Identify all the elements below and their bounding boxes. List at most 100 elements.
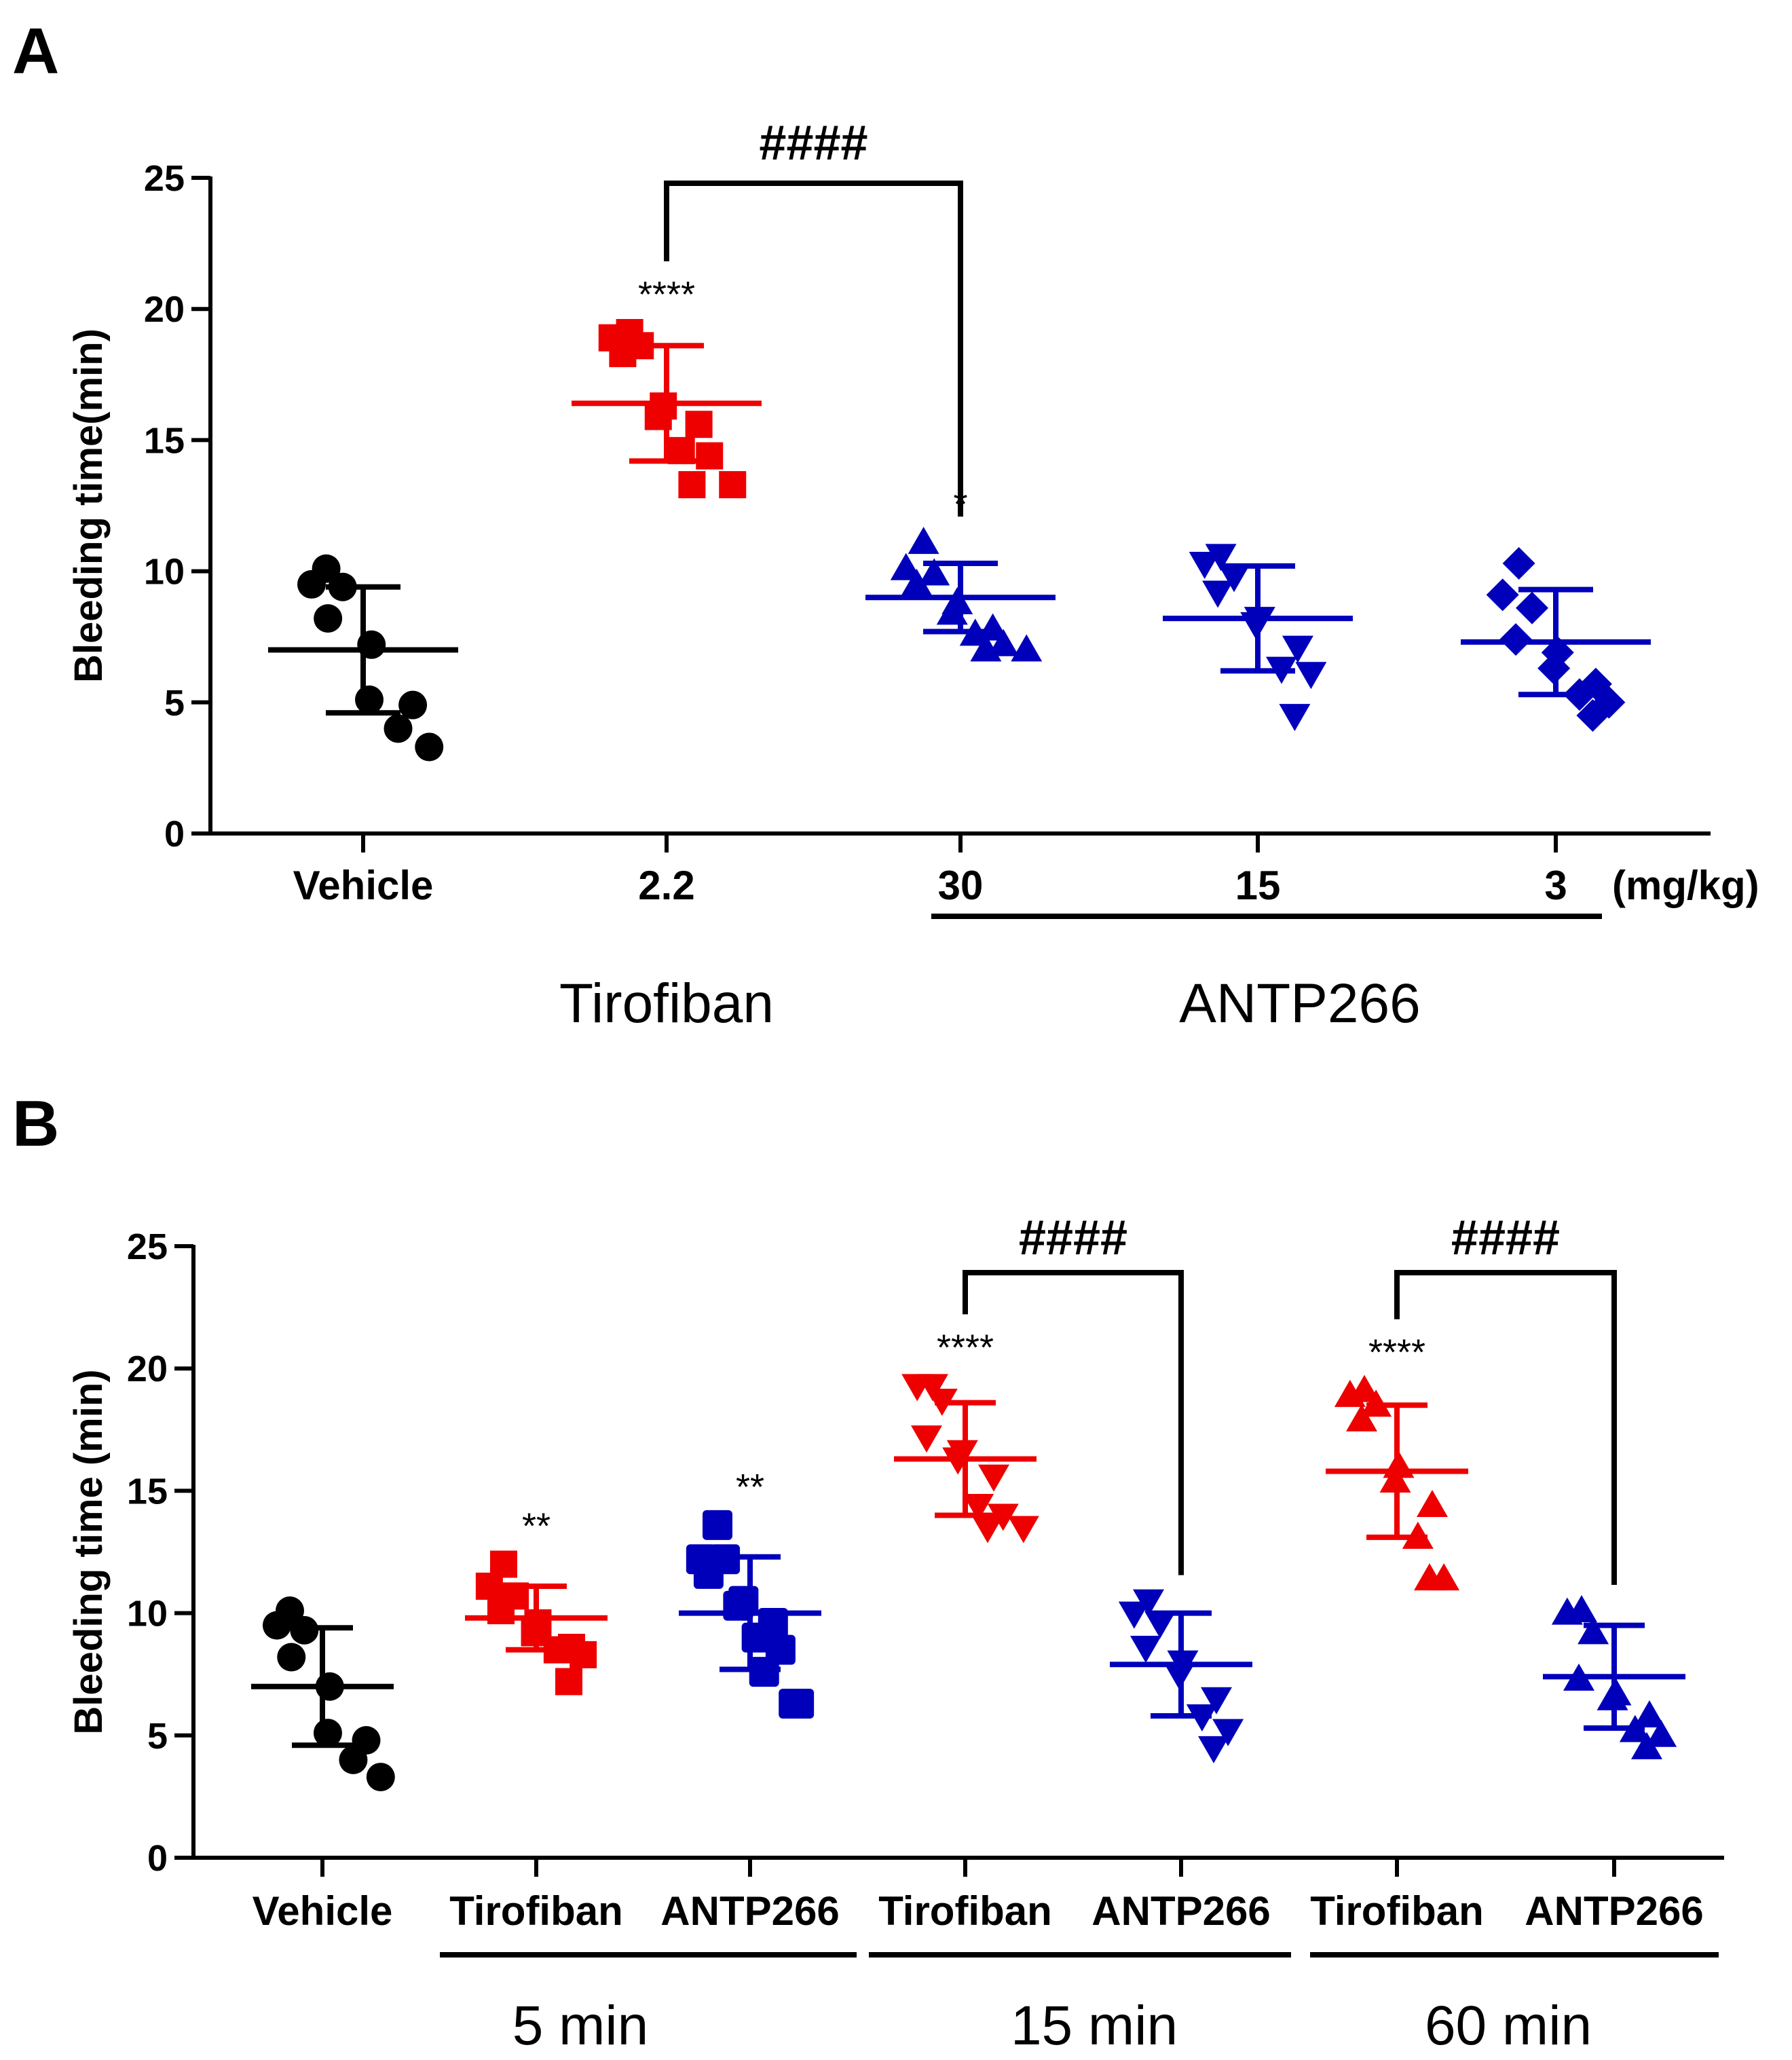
group-label: 5 min xyxy=(512,1995,649,2057)
data-point xyxy=(918,558,950,586)
data-point xyxy=(1198,1736,1229,1763)
data-point xyxy=(901,568,933,596)
data-point xyxy=(1218,565,1250,593)
comparison-label: #### xyxy=(759,116,867,170)
data-point xyxy=(1578,1617,1609,1645)
data-point xyxy=(963,1494,994,1522)
category-label: 15 xyxy=(1235,863,1281,908)
y-tick-label: 10 xyxy=(127,1594,168,1634)
panel-a-letter: A xyxy=(12,15,59,88)
data-point xyxy=(1576,699,1609,732)
data-point xyxy=(1205,544,1237,572)
data-point xyxy=(1346,1404,1377,1431)
data-point xyxy=(972,1516,1003,1543)
data-point xyxy=(1189,552,1220,580)
y-tick-label: 5 xyxy=(164,683,185,724)
panel-b-chart: 0 5 10 15 20 25 Bleeding time (min) Vehicle Tiro… xyxy=(67,1211,1724,2057)
data-point xyxy=(779,1688,809,1719)
data-point xyxy=(1212,1719,1244,1746)
data-point xyxy=(339,1745,368,1774)
data-point xyxy=(366,1763,395,1792)
y-tick-label: 10 xyxy=(144,552,185,593)
data-point xyxy=(1011,634,1043,662)
category-label: 3 xyxy=(1544,863,1567,908)
data-point xyxy=(1279,704,1311,732)
group-label: Tirofiban xyxy=(559,973,774,1034)
data-point xyxy=(415,732,444,762)
data-point xyxy=(1201,1687,1232,1715)
data-point xyxy=(1634,1700,1665,1727)
data-point xyxy=(398,690,428,719)
data-point xyxy=(696,442,724,470)
y-tick-label: 5 xyxy=(147,1716,168,1757)
data-point xyxy=(1282,635,1313,663)
category-label: Vehicle xyxy=(253,1888,393,1934)
category-label: Tirofiban xyxy=(449,1888,623,1934)
category-label: Tirofiban xyxy=(1310,1888,1484,1934)
category-label: ANTP266 xyxy=(1525,1888,1703,1934)
y-tick-label: 20 xyxy=(144,289,185,330)
group-label: ANTP266 xyxy=(1179,973,1421,1034)
data-point xyxy=(297,569,326,599)
data-point xyxy=(262,1611,291,1640)
data-point xyxy=(555,1668,582,1696)
data-point xyxy=(901,1374,933,1402)
y-tick-label: 15 xyxy=(144,420,185,461)
data-point xyxy=(908,527,939,555)
data-point xyxy=(570,1641,597,1668)
significance-label: ** xyxy=(522,1506,550,1547)
y-tick-label: 25 xyxy=(144,158,185,199)
data-point xyxy=(703,1510,732,1540)
y-tick-label: 25 xyxy=(127,1226,168,1267)
data-point xyxy=(1414,1563,1445,1591)
data-point xyxy=(988,629,1020,656)
data-point xyxy=(987,1503,1019,1531)
category-label: 2.2 xyxy=(638,863,694,908)
data-point xyxy=(355,685,384,714)
y-axis-title: Bleeding time(min) xyxy=(67,329,111,683)
data-point xyxy=(678,471,706,499)
data-point xyxy=(1334,1379,1366,1407)
data-point xyxy=(693,1558,724,1589)
comparison-label: #### xyxy=(1019,1211,1127,1265)
data-point xyxy=(719,471,747,499)
y-tick-label: 0 xyxy=(147,1838,168,1879)
significance-label: ** xyxy=(736,1467,764,1507)
panel-b-letter: B xyxy=(12,1087,59,1160)
data-point xyxy=(277,1643,306,1672)
data-point xyxy=(1118,1601,1150,1629)
significance-label: **** xyxy=(638,274,695,315)
data-point xyxy=(890,553,922,580)
data-point xyxy=(911,1425,942,1453)
data-point xyxy=(1295,662,1327,690)
y-tick-label: 20 xyxy=(127,1349,168,1389)
category-label: Vehicle xyxy=(293,863,434,908)
category-label: Tirofiban xyxy=(878,1888,1052,1934)
data-point xyxy=(1502,547,1535,580)
group-label: 15 min xyxy=(1011,1995,1178,2057)
y-tick-label: 0 xyxy=(164,814,185,855)
significance-label: **** xyxy=(1368,1332,1425,1373)
significance-label: **** xyxy=(937,1327,994,1368)
data-point xyxy=(1007,1516,1039,1543)
comparison-bracket xyxy=(664,181,963,517)
data-point xyxy=(970,634,1002,662)
category-label: 30 xyxy=(938,863,984,908)
y-tick-label: 15 xyxy=(127,1471,168,1512)
data-point xyxy=(1144,1611,1176,1639)
data-point xyxy=(1645,1719,1677,1747)
comparison-label: #### xyxy=(1451,1211,1560,1265)
category-label: ANTP266 xyxy=(1091,1888,1270,1934)
panel-a-chart: 0 5 10 15 20 25 Bleeding time(min) Vehicle 2.2 **… xyxy=(67,116,1759,1034)
data-point xyxy=(685,411,713,438)
comparison-bracket xyxy=(1394,1270,1617,1585)
data-point xyxy=(384,714,413,743)
data-point xyxy=(1516,591,1549,624)
data-point xyxy=(1486,578,1519,612)
y-axis-title: Bleeding time (min) xyxy=(67,1369,111,1734)
data-point xyxy=(1551,1597,1583,1625)
data-point xyxy=(1417,1490,1448,1518)
group-label: 60 min xyxy=(1425,1995,1592,2057)
data-point xyxy=(1631,1731,1662,1759)
data-point xyxy=(1202,580,1234,608)
